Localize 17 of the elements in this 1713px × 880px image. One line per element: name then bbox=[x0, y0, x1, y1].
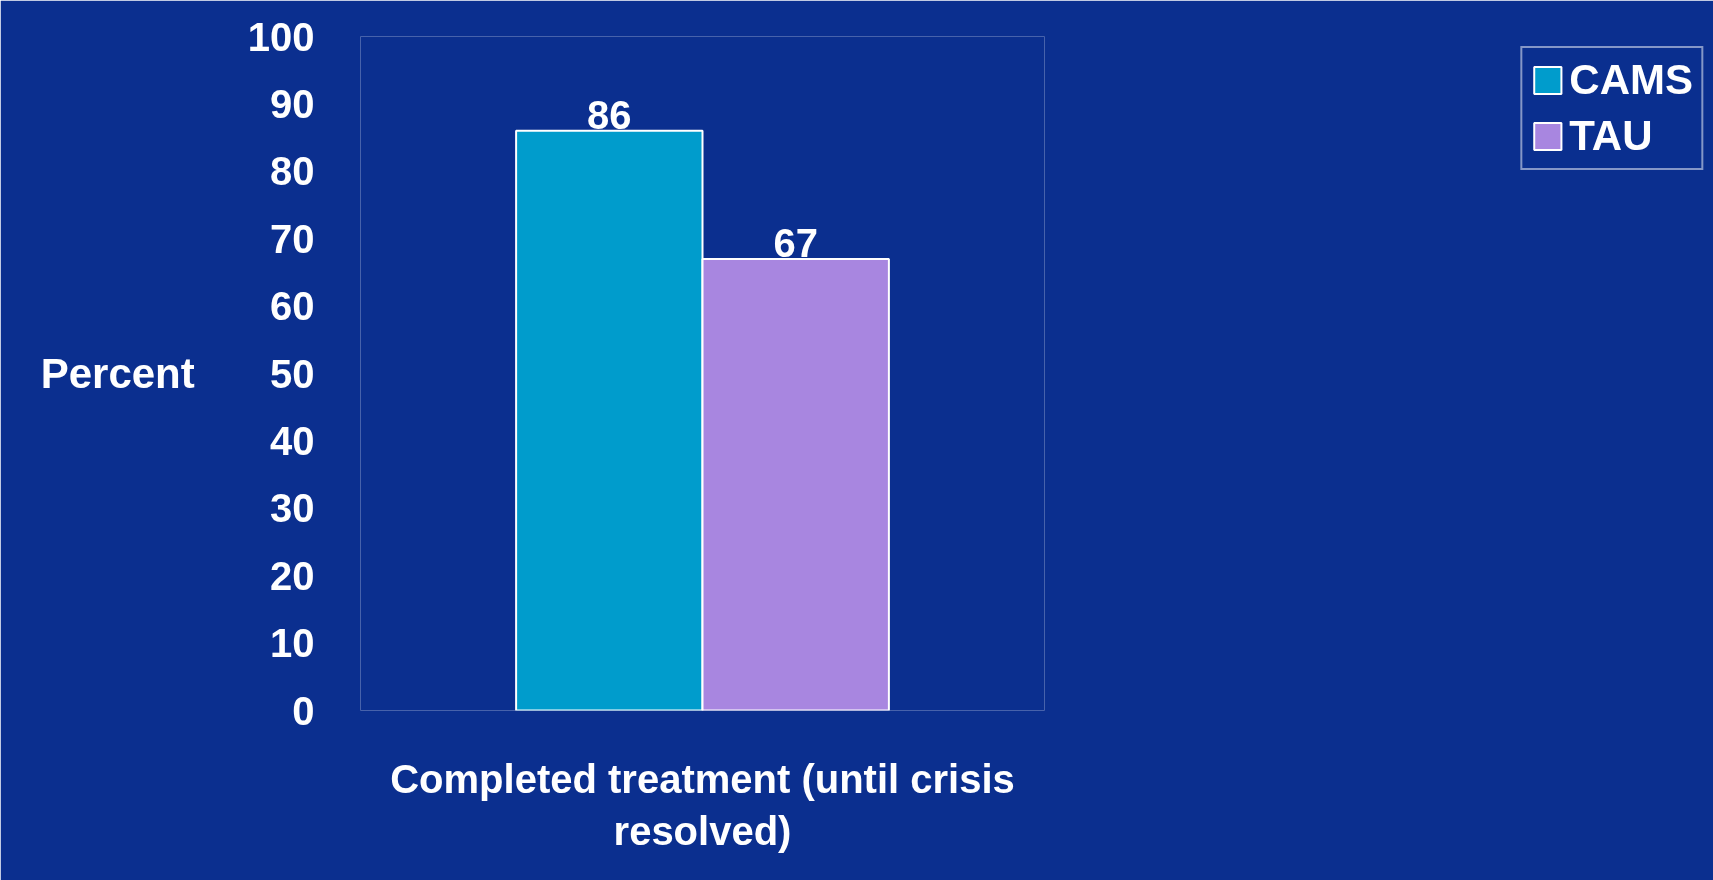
y-tick-label: 0 bbox=[292, 688, 315, 733]
legend-label: TAU bbox=[1569, 112, 1653, 160]
y-tick-label: 60 bbox=[270, 284, 315, 329]
legend-label: CAMS bbox=[1569, 56, 1693, 104]
y-tick-label: 80 bbox=[270, 149, 315, 194]
y-tick-label: 90 bbox=[270, 81, 315, 126]
y-tick-label: 30 bbox=[270, 486, 315, 531]
y-tick-label: 100 bbox=[247, 14, 315, 59]
y-tick-label: 70 bbox=[270, 216, 315, 261]
data-label: 67 bbox=[773, 220, 818, 265]
y-tick-label: 50 bbox=[270, 351, 315, 396]
y-tick-label: 10 bbox=[270, 621, 315, 666]
x-tick-label: Completed treatment (until crisis resolved) bbox=[390, 756, 1015, 854]
y-tick-label: 20 bbox=[270, 553, 315, 598]
data-label: 86 bbox=[587, 92, 632, 137]
y-axis-title: Percent bbox=[40, 350, 195, 397]
y-tick-label: 40 bbox=[270, 418, 315, 463]
